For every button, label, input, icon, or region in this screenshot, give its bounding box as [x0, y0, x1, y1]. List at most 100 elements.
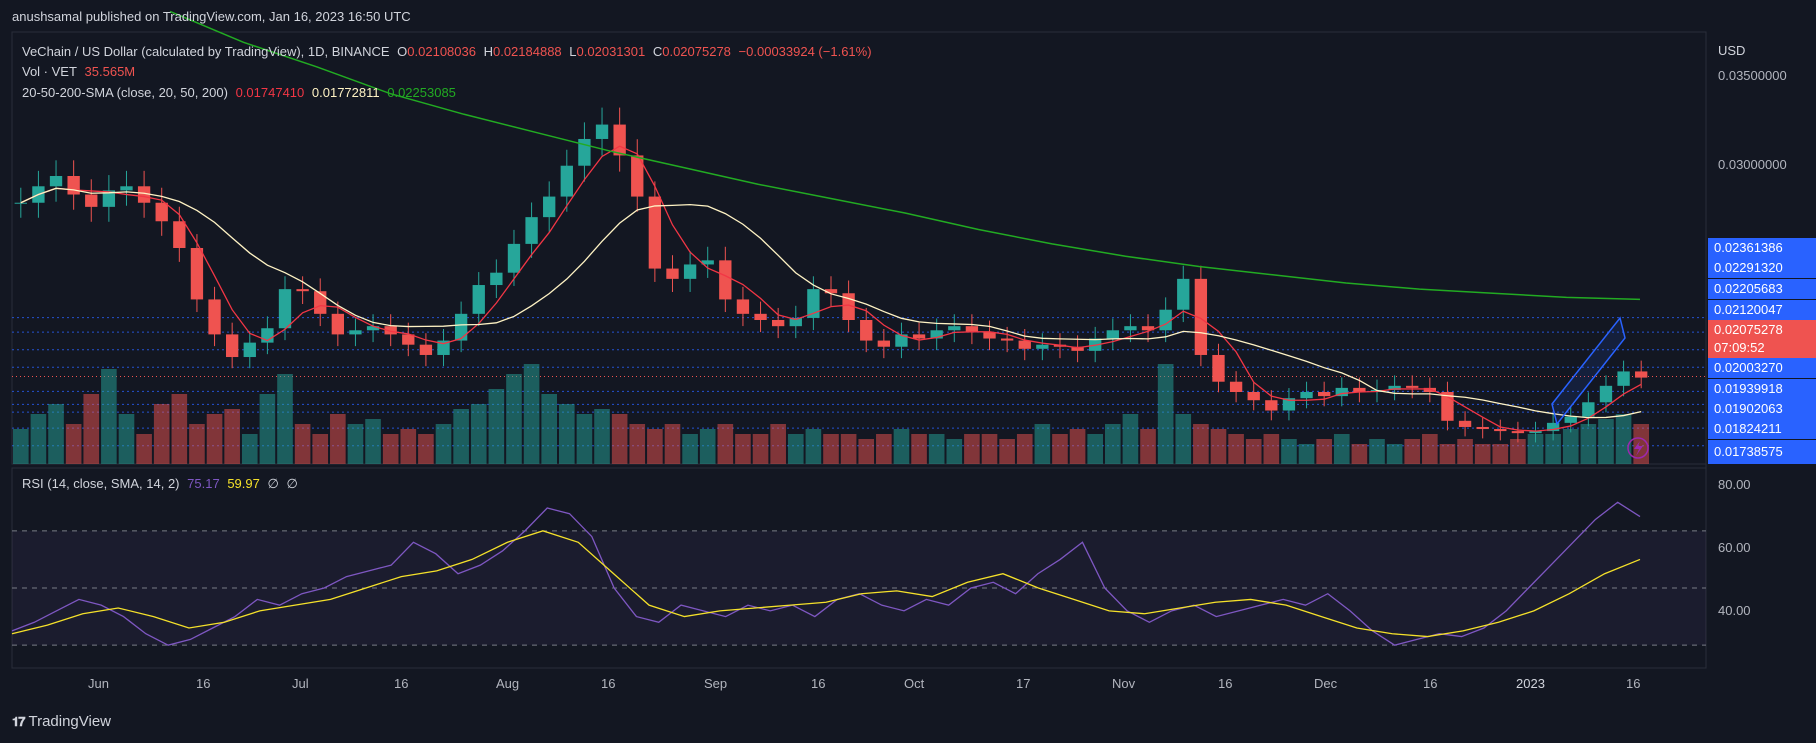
time-label: 16 [811, 676, 826, 691]
time-label: 16 [1626, 676, 1641, 691]
candle-body [1124, 326, 1137, 331]
time-label: Dec [1314, 676, 1338, 691]
rsi-line [11, 501, 1641, 646]
volume-bar [1598, 419, 1614, 464]
candle-body [648, 196, 662, 269]
candle-body [49, 176, 63, 187]
rsi-tick: 80.00 [1718, 477, 1751, 492]
candle-body [1458, 420, 1472, 427]
candle-body [507, 243, 521, 273]
candle-body [1106, 330, 1119, 339]
candle-body [243, 342, 256, 358]
candle-body [807, 289, 820, 318]
volume-bar [330, 414, 346, 464]
volume-bar [858, 439, 875, 464]
candle-body [595, 124, 609, 139]
volume-bar [1016, 434, 1033, 464]
volume-bar [48, 404, 64, 464]
rsi-sma-value: 59.97 [227, 476, 260, 491]
candle-body [1441, 392, 1454, 421]
level-tag: 0.02003270 [1708, 358, 1816, 378]
candle-body [67, 176, 80, 195]
volume-bar [1052, 434, 1068, 464]
candle-body [402, 334, 415, 345]
volume-bar [312, 434, 329, 464]
candle-body [225, 334, 239, 358]
close-value: 0.02075278 [662, 44, 731, 59]
volume-bar [1140, 429, 1156, 464]
sma200-line [169, 10, 1641, 301]
price-tick: 0.03500000 [1718, 68, 1787, 83]
time-label: 17 [1016, 676, 1031, 691]
candle-body [472, 285, 485, 314]
time-label: Nov [1112, 676, 1136, 691]
tradingview-footer[interactable]: 𝟏𝟕 TradingView [12, 713, 111, 730]
candle-body [1265, 400, 1278, 411]
volume-bar [1316, 439, 1332, 464]
candle-body [137, 186, 151, 203]
candle-body [102, 190, 116, 207]
volume-bar [559, 404, 575, 464]
candle-body [1317, 392, 1331, 397]
candle-body [877, 340, 891, 347]
volume-bar [823, 434, 839, 464]
volume-bar [400, 429, 417, 464]
volume-bar [30, 414, 47, 464]
countdown: 07:09:52 [1714, 340, 1765, 355]
candle-body [208, 299, 221, 335]
candle-body [1635, 371, 1648, 378]
volume-bar [876, 434, 892, 464]
price-panel [11, 31, 1707, 465]
currency-label: USD [1718, 43, 1746, 58]
level-tag: 0.01824211 [1708, 419, 1816, 439]
sma50-value: 0.01772811 [311, 85, 380, 100]
volume-bar [1210, 429, 1227, 464]
close-label: C [652, 44, 663, 59]
candle-body [1599, 385, 1613, 403]
volume-bar [647, 429, 663, 464]
candle-body [1406, 385, 1419, 388]
candle-body [349, 330, 362, 335]
volume-bar [752, 434, 769, 464]
volume-bar [118, 414, 135, 464]
volume-bar [1527, 434, 1544, 464]
volume-bar [1404, 439, 1421, 464]
volume-bar [928, 434, 945, 464]
candle-body [701, 260, 714, 265]
sma-label: 20-50-200-SMA (close, 20, 50, 200) [22, 85, 228, 100]
volume-bar [13, 429, 29, 464]
volume-legend: Vol · VET 35.565M [22, 64, 139, 79]
volume-bar [964, 434, 980, 464]
candle-body [1247, 392, 1260, 401]
rsi-sma-line [11, 530, 1641, 638]
candle-body [895, 334, 908, 347]
volume-bar [1175, 414, 1192, 464]
candle-body [560, 165, 573, 197]
level-tag: 0.02205683 [1708, 279, 1816, 299]
time-label: 16 [1218, 676, 1233, 691]
volume-bar [171, 394, 188, 464]
level-tag: 0.02361386 [1708, 238, 1816, 258]
current-price: 0.02075278 [1714, 322, 1783, 337]
candle-body [314, 291, 327, 314]
time-label: Jul [292, 676, 309, 691]
volume-bar [1069, 429, 1086, 464]
candle-body [1141, 326, 1155, 331]
time-label: Oct [904, 676, 925, 691]
volume-bar [1615, 414, 1632, 464]
candle-body [331, 313, 345, 335]
candle-body [155, 202, 168, 222]
volume-bar [1474, 444, 1491, 464]
volume-bar [453, 409, 469, 464]
candle-body [1476, 426, 1489, 430]
volume-bar [946, 439, 963, 464]
candle-body [1282, 398, 1296, 411]
sma-legend: 20-50-200-SMA (close, 20, 50, 200) 0.017… [22, 85, 460, 100]
sma50-line [20, 187, 1642, 419]
volume-bar [699, 429, 716, 464]
volume-bar [1298, 444, 1315, 464]
candle-body [719, 260, 732, 300]
candle-body [683, 264, 697, 279]
volume-bar [1439, 444, 1456, 464]
